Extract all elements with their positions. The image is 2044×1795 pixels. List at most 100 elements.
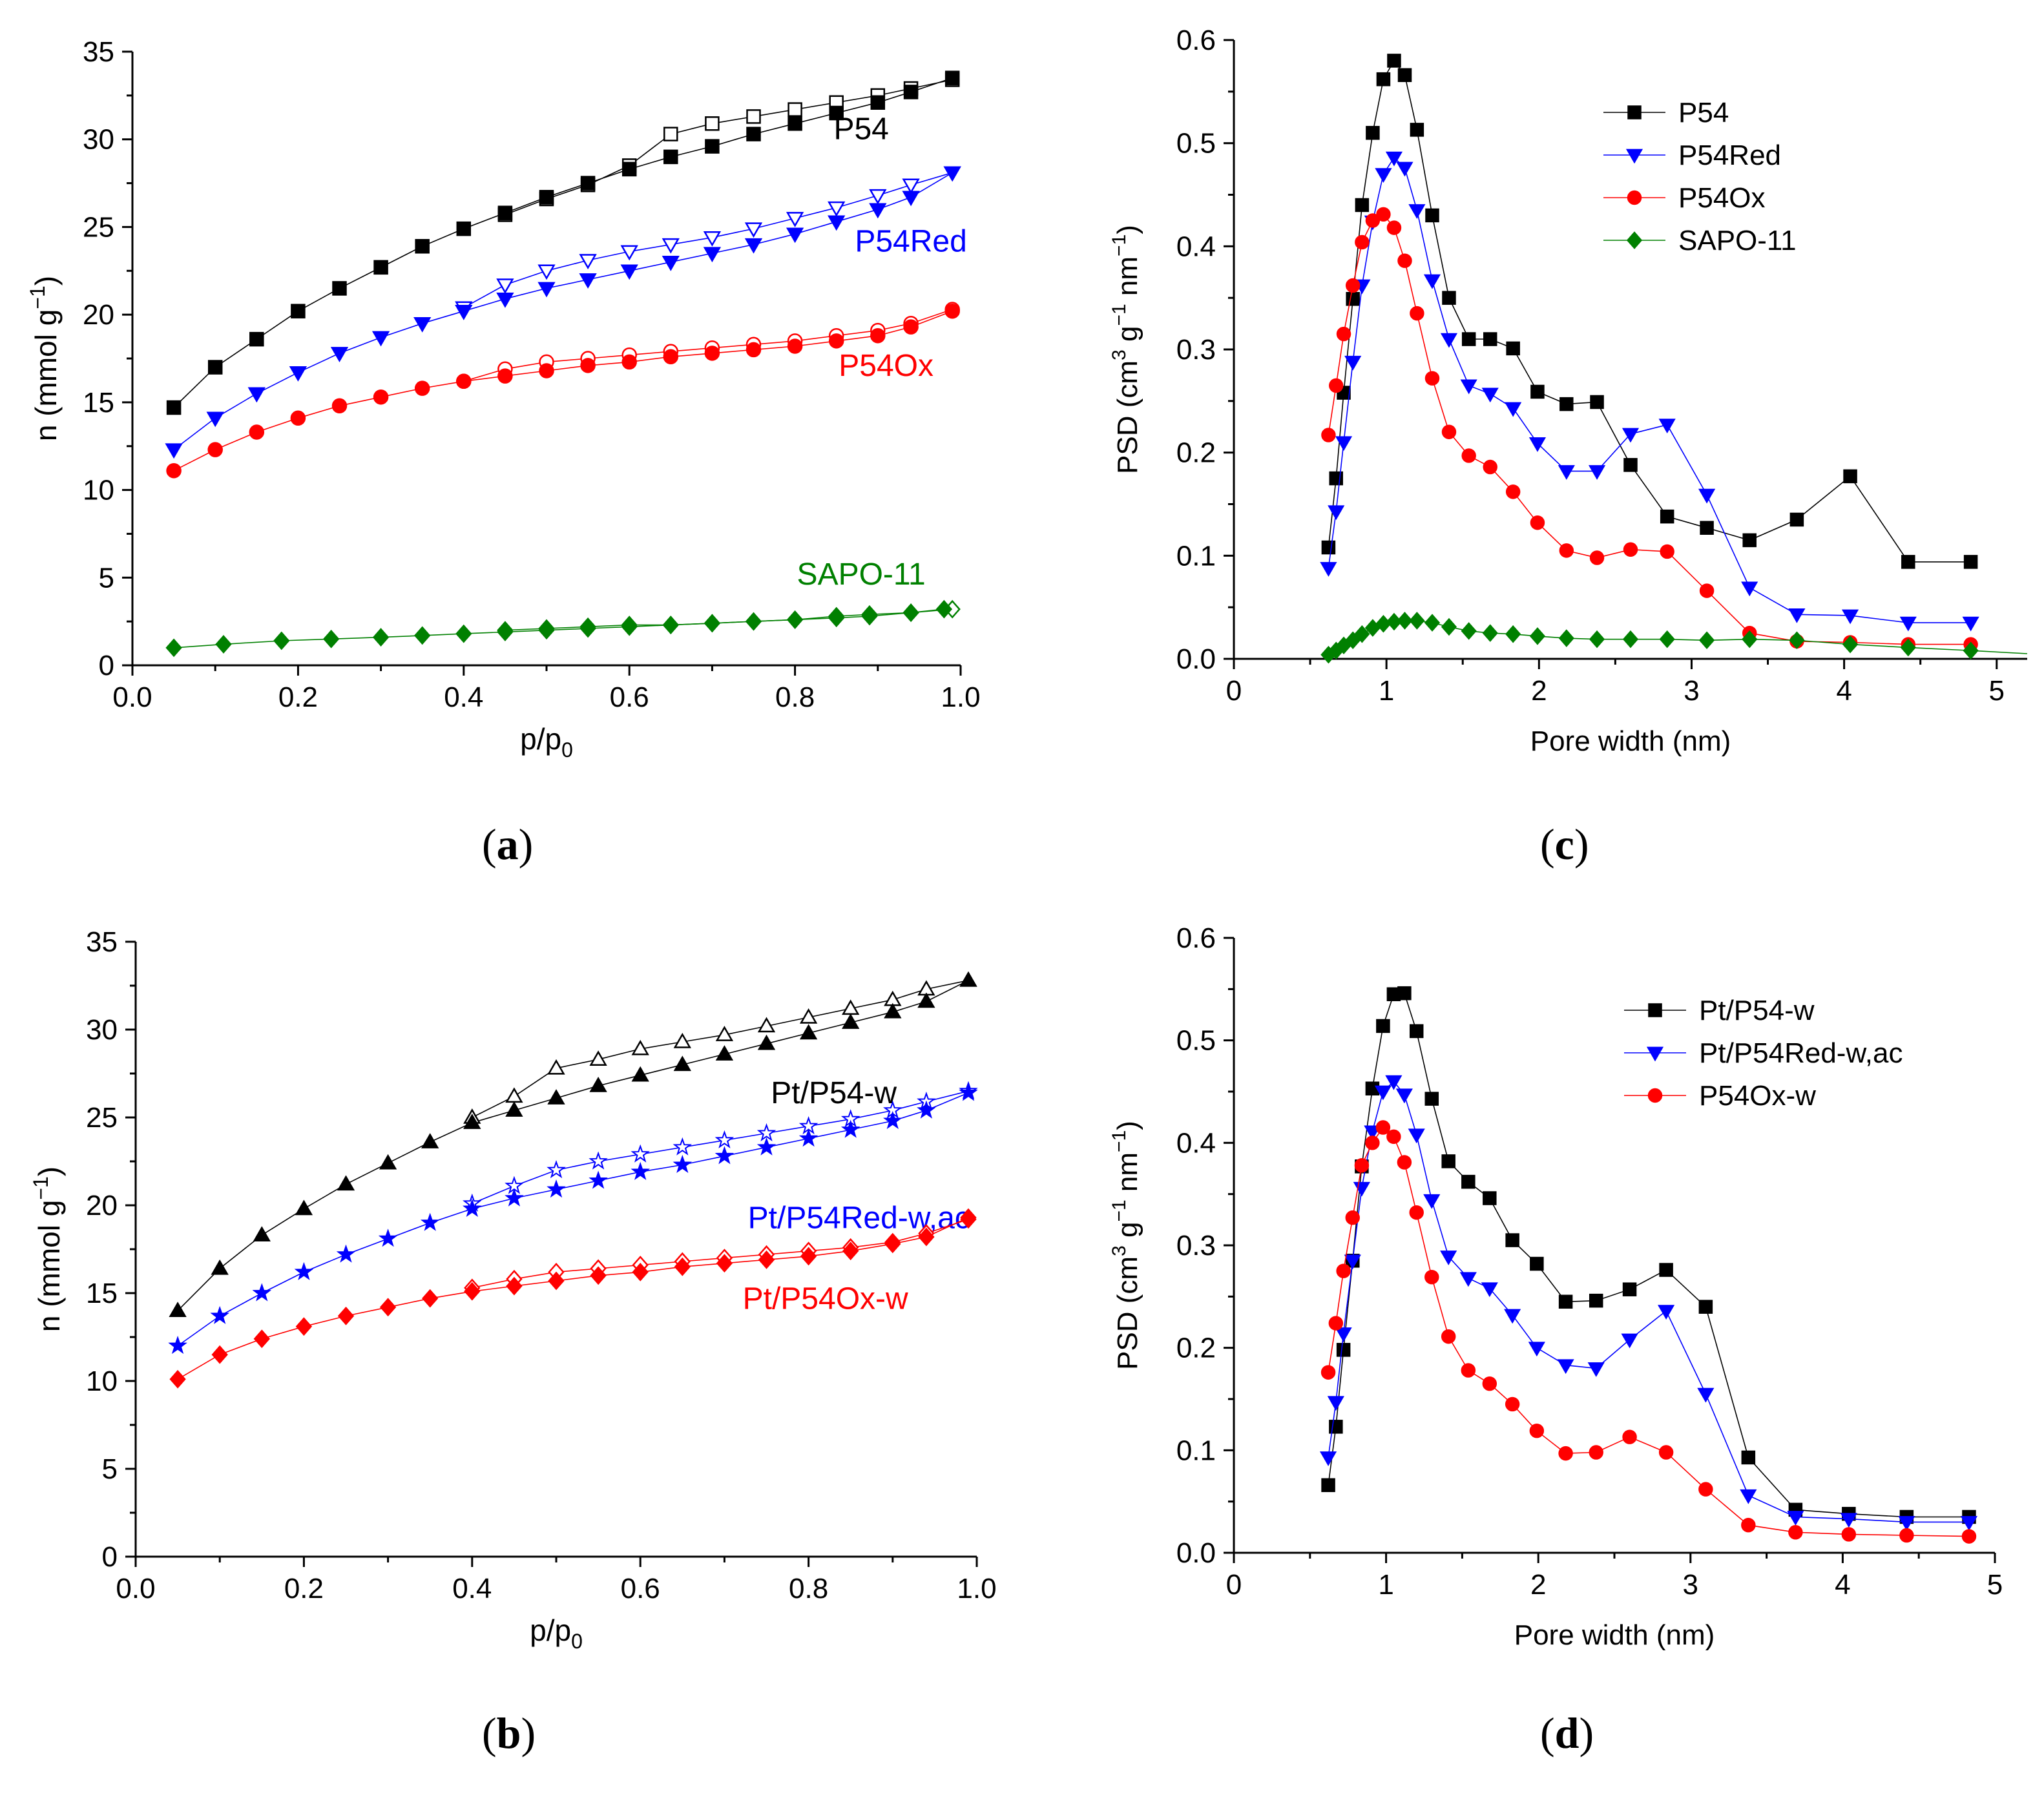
adsorption-point-pt-p54-w bbox=[673, 1055, 691, 1072]
data-point-sapo-11 bbox=[1900, 638, 1916, 657]
data-point-p54red bbox=[1320, 562, 1337, 577]
legend-marker-p54red bbox=[1625, 149, 1643, 164]
y-axis-title-sup1: 3 bbox=[1109, 349, 1130, 360]
y-tick-label: 0.2 bbox=[1176, 1333, 1216, 1364]
adsorption-point-p54 bbox=[580, 176, 596, 191]
adsorption-point-sapo-11 bbox=[935, 599, 953, 619]
data-point-p54red bbox=[1408, 204, 1426, 219]
adsorption-point-pt-p54red-w-ac bbox=[378, 1229, 398, 1247]
adsorption-point-pt-p54ox-w bbox=[506, 1276, 523, 1296]
data-point-pt-p54-w bbox=[1530, 1256, 1544, 1271]
adsorption-point-pt-p54-w bbox=[379, 1154, 397, 1170]
adsorption-point-p54red bbox=[828, 215, 846, 231]
data-point-p54ox bbox=[1397, 253, 1412, 268]
desorption-point-p54 bbox=[746, 109, 761, 124]
adsorption-point-p54red bbox=[247, 387, 266, 403]
x-tick-label: 0.8 bbox=[775, 681, 815, 713]
adsorption-point-p54red bbox=[620, 264, 638, 280]
adsorption-point-p54red bbox=[165, 443, 183, 459]
y-tick-label: 0.1 bbox=[1176, 540, 1216, 572]
x-tick-label: 1 bbox=[1379, 675, 1394, 707]
panel-label-d-text: d bbox=[1554, 1708, 1580, 1758]
y-axis-title-main: n (mmol g bbox=[29, 309, 63, 441]
data-point-pt-p54-w bbox=[1483, 1191, 1497, 1205]
adsorption-point-p54red bbox=[703, 247, 722, 263]
data-point-p54ox bbox=[1424, 371, 1440, 386]
data-point-p54red bbox=[1481, 388, 1499, 403]
adsorption-point-pt-p54red-w-ac bbox=[210, 1305, 229, 1324]
adsorption-point-pt-p54-w bbox=[547, 1089, 565, 1105]
desorption-line-sapo-11 bbox=[505, 608, 953, 631]
data-point-p54 bbox=[1321, 540, 1336, 555]
data-point-p54ox bbox=[1376, 207, 1391, 222]
x-axis-title: Pore width (nm) bbox=[1514, 1619, 1715, 1651]
series-label-p54ox: P54Ox bbox=[839, 349, 933, 383]
desorption-point-pt-p54red-w-ac bbox=[714, 1130, 735, 1148]
data-point-p54ox-w bbox=[1328, 1316, 1344, 1331]
desorption-point-pt-p54-w bbox=[547, 1059, 565, 1075]
adsorption-point-p54ox bbox=[787, 338, 803, 354]
x-tick-label: 3 bbox=[1684, 675, 1699, 707]
data-point-p54 bbox=[1387, 54, 1401, 68]
y-tick-label: 15 bbox=[86, 1278, 118, 1309]
data-point-pt-p54red-w-ac bbox=[1658, 1305, 1675, 1320]
series-label-pt-p54-w: Pt/P54-w bbox=[771, 1076, 897, 1110]
y-axis-title-sup3: −1 bbox=[1109, 234, 1130, 256]
x-axis-title-sub: 0 bbox=[561, 738, 573, 762]
adsorption-point-sapo-11 bbox=[861, 607, 878, 626]
data-point-p54ox-w bbox=[1482, 1376, 1497, 1391]
data-point-p54 bbox=[1559, 397, 1574, 411]
data-point-p54red bbox=[1698, 488, 1716, 504]
data-point-p54ox-w bbox=[1841, 1527, 1857, 1542]
data-point-p54ox bbox=[1559, 543, 1574, 558]
data-point-pt-p54red-w-ac bbox=[1587, 1362, 1605, 1377]
desorption-point-p54 bbox=[787, 102, 802, 117]
adsorption-point-pt-p54red-w-ac bbox=[168, 1336, 187, 1354]
adsorption-point-sapo-11 bbox=[786, 610, 804, 629]
adsorption-point-pt-p54-w bbox=[337, 1175, 355, 1191]
legend-label-pt-p54red-w-ac: Pt/P54Red-w,ac bbox=[1699, 1037, 1903, 1069]
adsorption-point-pt-p54-w bbox=[505, 1101, 523, 1117]
desorption-point-pt-p54-w bbox=[799, 1008, 818, 1024]
adsorption-point-pt-p54red-w-ac bbox=[631, 1161, 650, 1180]
panel-label-b-text: b bbox=[496, 1708, 521, 1758]
data-point-pt-p54red-w-ac bbox=[1504, 1309, 1521, 1324]
x-tick-label: 1.0 bbox=[941, 681, 980, 713]
y-tick-label: 30 bbox=[83, 124, 114, 156]
data-point-pt-p54-w bbox=[1698, 1300, 1713, 1314]
data-point-p54ox-w bbox=[1788, 1525, 1803, 1540]
data-point-sapo-11 bbox=[1345, 631, 1361, 650]
adsorption-point-sapo-11 bbox=[323, 629, 340, 648]
data-point-pt-p54red-w-ac bbox=[1319, 1451, 1337, 1466]
y-tick-label: 25 bbox=[86, 1102, 118, 1134]
y-axis-title-end: ) bbox=[32, 1167, 66, 1176]
adsorption-point-p54 bbox=[249, 331, 264, 347]
adsorption-point-p54ox bbox=[497, 368, 513, 384]
desorption-point-p54 bbox=[705, 116, 720, 131]
adsorption-point-pt-p54ox-w bbox=[169, 1369, 186, 1389]
adsorption-point-pt-p54red-w-ac bbox=[589, 1170, 608, 1189]
data-point-p54ox-w bbox=[1622, 1429, 1637, 1444]
adsorption-point-p54 bbox=[944, 70, 960, 85]
adsorption-point-pt-p54red-w-ac bbox=[463, 1198, 482, 1218]
y-tick-label: 20 bbox=[83, 299, 114, 331]
adsorption-point-p54red bbox=[579, 273, 597, 289]
adsorption-point-pt-p54-w bbox=[463, 1114, 481, 1129]
adsorption-point-pt-p54ox-w bbox=[960, 1208, 977, 1227]
adsorption-point-p54ox bbox=[746, 342, 762, 358]
y-tick-label: 0.6 bbox=[1176, 922, 1216, 954]
adsorption-point-pt-p54ox-w bbox=[211, 1345, 228, 1364]
data-point-p54 bbox=[1366, 125, 1380, 140]
adsorption-point-p54ox bbox=[580, 358, 596, 373]
x-tick-label: 0.8 bbox=[789, 1573, 828, 1604]
adsorption-point-p54 bbox=[787, 116, 802, 131]
adsorption-point-p54red bbox=[869, 203, 887, 219]
adsorption-point-pt-p54ox-w bbox=[716, 1254, 733, 1273]
desorption-point-pt-p54-w bbox=[715, 1026, 734, 1041]
desorption-point-p54red bbox=[662, 238, 680, 254]
data-point-p54red bbox=[1622, 428, 1640, 443]
data-point-p54ox bbox=[1345, 278, 1361, 293]
data-point-sapo-11 bbox=[1842, 635, 1859, 654]
